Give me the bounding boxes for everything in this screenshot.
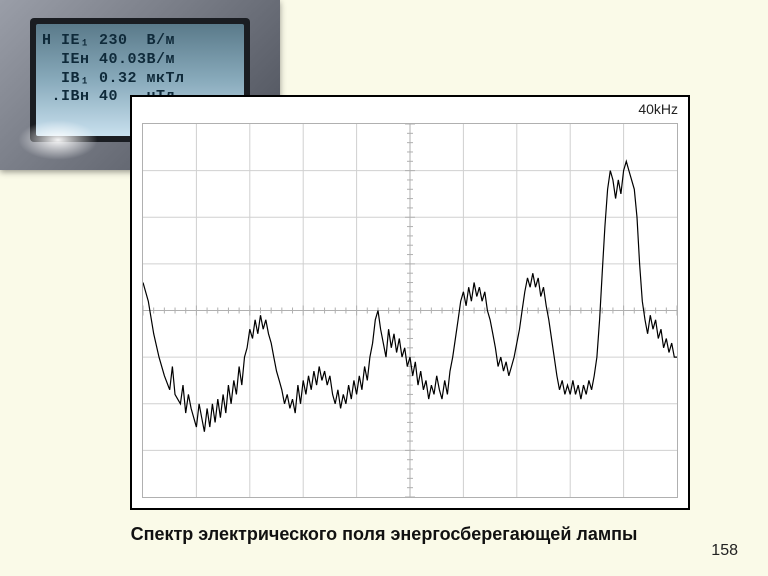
figure-caption: Спектр электрического поля энергосберега… xyxy=(0,524,768,545)
oscilloscope-chart: 40kHz xyxy=(130,95,690,510)
scope-plot-svg xyxy=(143,124,677,497)
page-number: 158 xyxy=(711,542,738,560)
scope-frequency-label: 40kHz xyxy=(638,101,678,117)
scope-grid xyxy=(142,123,678,498)
